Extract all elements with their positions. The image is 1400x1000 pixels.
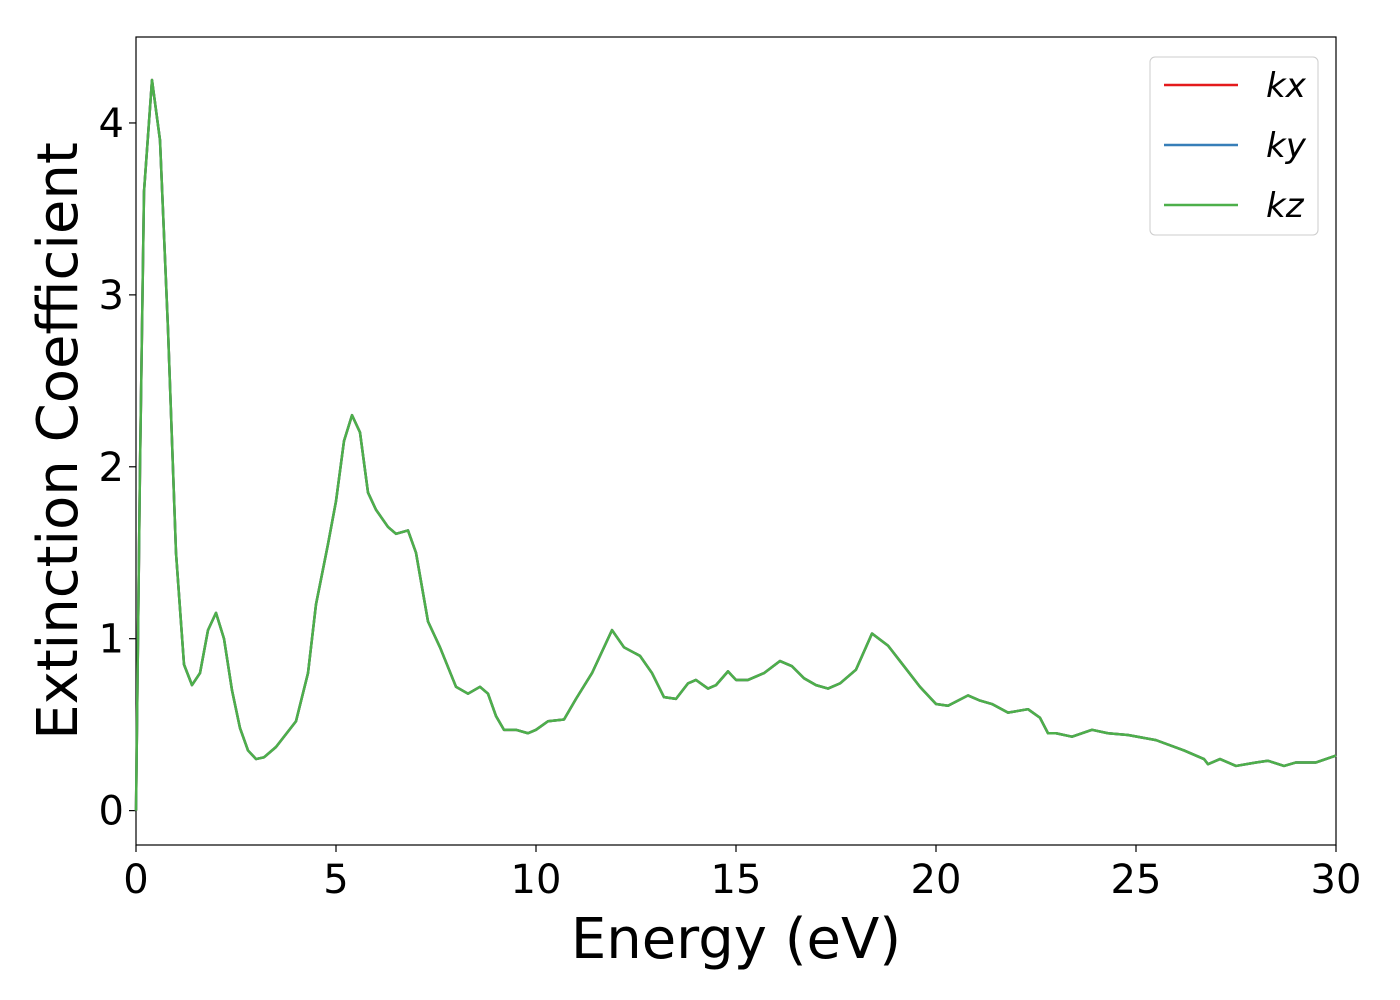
- y-tick-label: 2: [99, 445, 124, 491]
- x-tick-label: 5: [323, 857, 348, 903]
- x-axis-label: Energy (eV): [571, 907, 901, 972]
- y-tick-label: 1: [99, 617, 124, 663]
- x-tick-label: 20: [911, 857, 962, 903]
- legend-label: kx: [1266, 66, 1307, 106]
- data-line: [134, 78, 1337, 811]
- y-tick-label: 3: [99, 273, 124, 319]
- x-tick-label: 25: [1111, 857, 1162, 903]
- y-tick-label: 4: [99, 101, 124, 147]
- x-tick-label: 15: [711, 857, 762, 903]
- x-tick-label: 10: [511, 857, 562, 903]
- legend-label: kz: [1266, 186, 1305, 226]
- x-tick-label: 0: [123, 857, 148, 903]
- legend-label: ky: [1266, 126, 1307, 166]
- y-tick-label: 0: [99, 789, 124, 835]
- y-axis-label: Extinction Coefficient: [26, 142, 91, 740]
- x-tick-label: 30: [1311, 857, 1362, 903]
